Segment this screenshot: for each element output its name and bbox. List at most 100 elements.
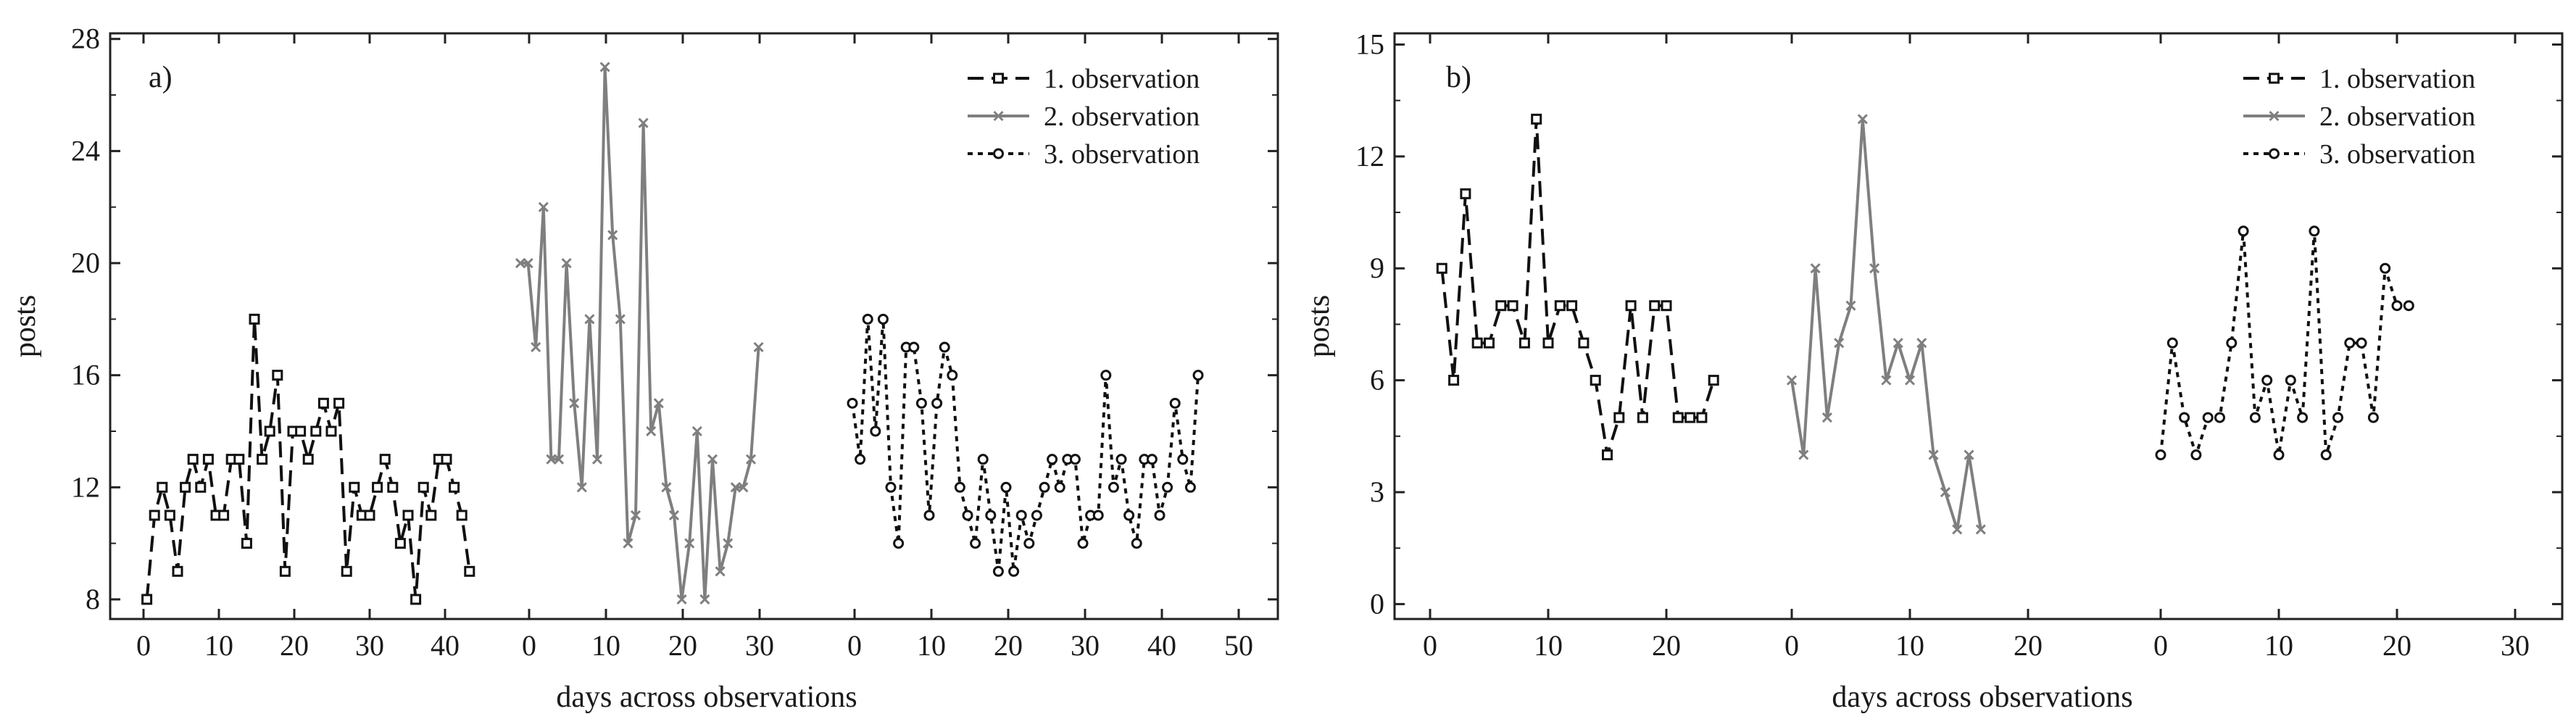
data-point-a-s3-43: [1177, 454, 1189, 465]
data-point-a-s2-18: [653, 398, 664, 409]
data-point-b-s1-18: [1649, 300, 1661, 312]
data-point-b-s2-10: [1904, 375, 1916, 386]
x-tick-label-a-2: 20: [280, 629, 309, 662]
data-point-a-s1-5: [180, 481, 191, 493]
data-point-a-s2-1: [523, 257, 533, 269]
data-point-b-s3-19: [2380, 262, 2391, 274]
data-point-b-s2-6: [1857, 114, 1868, 125]
data-point-b-s1-14: [1602, 449, 1613, 461]
data-point-a-s1-39: [441, 454, 452, 465]
data-point-a-s2-17: [646, 425, 657, 437]
y-tick-label-a-2: 16: [71, 359, 100, 391]
data-point-a-s2-11: [599, 62, 610, 72]
series-line-b-3: [2159, 229, 2409, 457]
data-point-a-s3-42: [1169, 397, 1181, 409]
data-point-b-s3-2: [2179, 412, 2190, 423]
y-tick-label-a-1: 12: [71, 470, 100, 503]
data-point-a-s3-20: [1000, 481, 1012, 493]
x-tick-label-a-6: 10: [591, 629, 620, 662]
data-point-a-s3-25: [1039, 481, 1050, 493]
data-point-a-s2-31: [753, 341, 764, 353]
chart-panel-a: a) posts days across observations 8 12 16 2…: [9, 22, 1279, 714]
data-point-a-s1-15: [257, 454, 268, 465]
data-point-a-s1-40: [449, 481, 460, 493]
data-point-a-s3-26: [1047, 454, 1058, 465]
data-point-b-s3-16: [2344, 337, 2356, 349]
x-tick-label-b-4: 10: [1895, 629, 1924, 662]
legend-label-b-1: 1. observation: [2319, 64, 2475, 94]
legend-marker-b-2: [2269, 110, 2280, 122]
data-point-a-s2-10: [591, 454, 603, 465]
data-point-a-s3-30: [1077, 538, 1089, 549]
data-point-a-s3-35: [1115, 454, 1127, 465]
x-tick-label-a-7: 20: [668, 629, 697, 662]
x-tick-label-a-14: 50: [1224, 629, 1253, 662]
data-point-a-s2-22: [684, 538, 695, 549]
data-point-a-s3-15: [962, 510, 973, 521]
data-point-a-s1-1: [149, 510, 160, 521]
data-point-b-s2-13: [1940, 486, 1950, 498]
data-point-b-s1-15: [1613, 412, 1625, 423]
data-point-a-s2-28: [730, 482, 741, 493]
data-point-a-s1-37: [425, 510, 437, 521]
data-point-a-s3-5: [885, 481, 897, 493]
data-point-a-s2-24: [699, 594, 710, 605]
data-point-a-s1-26: [341, 565, 352, 577]
data-point-a-s3-36: [1123, 510, 1135, 521]
data-point-a-s3-44: [1184, 481, 1196, 493]
data-point-b-s2-9: [1892, 338, 1903, 349]
data-point-a-s3-39: [1146, 454, 1158, 465]
data-point-a-s2-25: [707, 454, 718, 465]
data-point-a-s2-23: [691, 425, 702, 437]
data-point-a-s3-9: [915, 397, 927, 409]
data-point-a-s3-0: [847, 397, 858, 409]
data-point-a-s2-26: [715, 566, 726, 577]
data-point-b-s3-11: [2285, 375, 2296, 386]
data-point-b-s2-11: [1916, 338, 1927, 349]
data-point-a-s3-12: [939, 341, 950, 353]
data-point-b-s3-3: [2190, 449, 2202, 461]
data-point-b-s2-12: [1928, 449, 1939, 460]
data-point-b-s1-0: [1436, 262, 1447, 274]
data-point-a-s3-6: [893, 538, 905, 549]
y-tick-label-a-4: 24: [71, 134, 100, 167]
data-point-b-s2-7: [1869, 263, 1880, 274]
series-line-a-2: [520, 65, 760, 601]
data-point-b-s1-6: [1507, 300, 1518, 312]
data-point-a-s1-7: [195, 481, 207, 493]
y-tick-label-b-1: 3: [1370, 475, 1384, 508]
data-point-a-s1-24: [325, 425, 337, 437]
data-point-b-s3-0: [2155, 449, 2166, 461]
data-point-b-s1-2: [1460, 188, 1471, 199]
data-point-a-s3-21: [1008, 565, 1020, 577]
x-tick-label-a-13: 40: [1147, 629, 1176, 662]
data-point-b-s2-1: [1798, 449, 1809, 460]
data-point-b-s2-14: [1952, 524, 1963, 535]
y-tick-label-b-2: 6: [1370, 364, 1384, 396]
data-point-a-s2-6: [561, 257, 572, 269]
x-tick-label-a-5: 0: [522, 629, 536, 662]
x-tick-label-b-2: 20: [1652, 629, 1681, 662]
data-point-b-s3-17: [2356, 337, 2367, 349]
data-point-b-s2-4: [1834, 338, 1845, 349]
data-point-a-s3-29: [1069, 454, 1081, 465]
plot-frame-b: [1393, 32, 2564, 620]
data-point-a-s1-2: [157, 481, 168, 493]
data-point-b-s1-21: [1684, 412, 1696, 423]
data-point-a-s1-27: [349, 481, 360, 493]
data-point-a-s1-41: [456, 510, 468, 521]
data-point-a-s1-35: [410, 594, 422, 605]
data-point-a-s1-31: [379, 454, 391, 465]
data-point-b-s1-16: [1625, 300, 1637, 312]
data-point-a-s1-8: [202, 454, 214, 465]
panel-label-a: a): [149, 61, 173, 94]
data-point-a-s3-10: [923, 510, 935, 521]
legend-label-a-1: 1. observation: [1044, 64, 1200, 94]
x-tick-label-a-10: 10: [917, 629, 946, 662]
data-point-a-s3-13: [947, 370, 958, 381]
data-point-a-s3-33: [1100, 370, 1112, 381]
data-point-a-s1-34: [402, 510, 414, 521]
x-tick-label-b-6: 0: [2153, 629, 2168, 662]
data-point-a-s2-29: [738, 482, 749, 493]
y-tick-label-a-0: 8: [86, 583, 100, 615]
